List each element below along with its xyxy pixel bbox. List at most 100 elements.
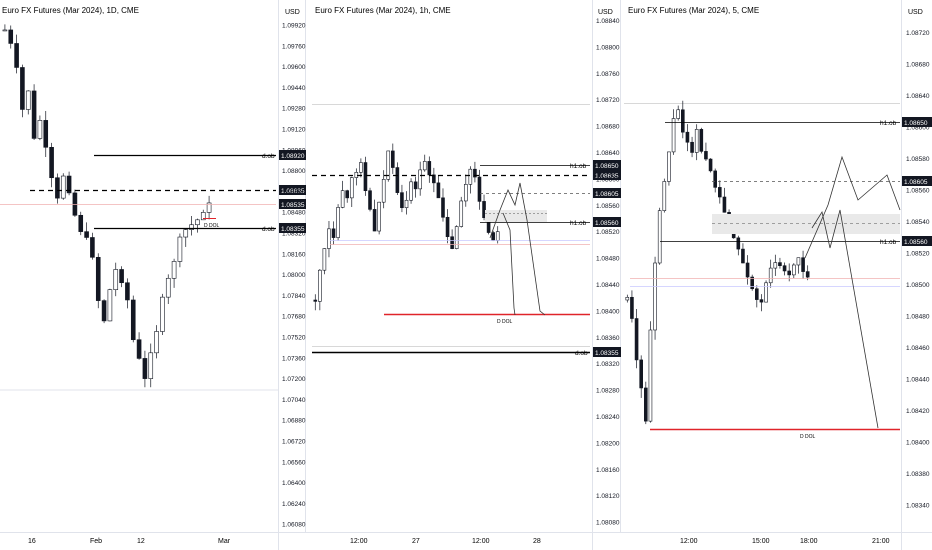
candle-body (441, 197, 445, 218)
candle-body (372, 209, 377, 232)
candle-body (171, 261, 177, 279)
candle-body (177, 236, 183, 262)
price-tick: 1.09120 (282, 127, 306, 134)
candle-body (84, 231, 89, 238)
candle-body (130, 299, 136, 341)
candle-body (473, 168, 477, 178)
price-tick: 1.08480 (282, 210, 306, 217)
candle-body (764, 282, 768, 303)
price-tick: 1.08760 (596, 71, 620, 78)
candle-body (359, 162, 363, 173)
candle-body (395, 167, 400, 193)
price-tick: 1.06080 (282, 522, 306, 529)
price-tick: 1.08440 (596, 282, 620, 289)
candle-body (648, 329, 653, 422)
candle-body (2, 29, 8, 32)
time-label: 12:00 (680, 538, 698, 545)
level-label: d.ob (262, 153, 275, 160)
price-tick: 1.08640 (906, 93, 930, 100)
price-tick: 1.08160 (596, 467, 620, 474)
price-tick: 1.08600 (596, 176, 620, 183)
candle-body (450, 236, 454, 249)
time-label: 15:00 (752, 538, 770, 545)
candle-body (722, 196, 727, 213)
price-tick: 1.08680 (906, 62, 930, 69)
price-scale-five-min[interactable]: USD 1.088401.088001.087601.087201.086801… (596, 9, 620, 527)
price-scale-hourly[interactable]: USD 1.099201.097601.096001.094401.092801… (282, 9, 306, 529)
panel-hourly[interactable]: Euro FX Futures (Mar 2024), 1h, CME D DO… (312, 6, 590, 545)
candles (2, 24, 212, 388)
candle-body (681, 109, 685, 133)
candle-body (391, 150, 395, 168)
price-tick: 1.08080 (596, 520, 620, 527)
candle-body (805, 271, 810, 278)
candle-body (759, 299, 764, 303)
price-tick: 1.09600 (282, 64, 306, 71)
price-tick: 1.08400 (906, 440, 930, 447)
candle-body (657, 210, 662, 264)
candle-body (630, 296, 634, 319)
price-tag (279, 223, 306, 233)
candle-body (708, 158, 713, 172)
price-tick: 1.08640 (282, 189, 306, 196)
candle-body (113, 269, 119, 291)
candle-body (189, 224, 194, 230)
candle-body (60, 175, 66, 199)
candle-body (427, 161, 432, 176)
price-tick: 1.08600 (906, 125, 930, 132)
candle-body (432, 174, 436, 184)
time-label: 12 (137, 538, 145, 545)
price-tick: 1.08280 (596, 388, 620, 395)
candle-body (634, 318, 639, 361)
candle-body (142, 358, 148, 379)
price-tag-text: 1.08355 (595, 350, 619, 357)
price-tick: 1.08400 (596, 308, 620, 315)
price-tick: 1.08680 (596, 124, 620, 131)
candle-body (336, 207, 340, 238)
candle-body (37, 120, 43, 139)
candle-body (801, 257, 805, 272)
candle-body (750, 276, 754, 290)
candle-body (796, 257, 801, 266)
panel-five-min[interactable]: Euro FX Futures (Mar 2024), 5, CME D DOL… (624, 6, 901, 545)
candle-body (778, 262, 782, 266)
candle-body (72, 192, 78, 216)
dol-label: D DOL (204, 223, 220, 229)
price-tick: 1.08200 (596, 440, 620, 447)
price-tick: 1.08560 (906, 188, 930, 195)
candle-body (792, 264, 796, 276)
price-tick: 1.08340 (906, 503, 930, 510)
candle-body (148, 352, 154, 379)
candle-body (404, 199, 409, 209)
price-scale-right[interactable]: USD 1.087201.086801.086401.086001.085801… (902, 9, 932, 510)
price-tick: 1.09440 (282, 85, 306, 92)
price-tick: 1.06880 (282, 418, 306, 425)
candle-body (741, 248, 745, 264)
candle-body (78, 214, 84, 232)
candle-body (25, 90, 31, 110)
level-label: h1.ob (570, 220, 587, 227)
candle-body (639, 359, 643, 389)
price-tick: 1.08320 (596, 361, 620, 368)
dol-label: D DOL (497, 319, 513, 325)
panel-daily[interactable]: Euro FX Futures (Mar 2024), 1D, CME D DO… (0, 6, 278, 545)
price-tick: 1.08800 (596, 44, 620, 51)
time-label: 12:00 (350, 538, 368, 545)
price-tick: 1.09280 (282, 106, 306, 113)
candle-body (200, 212, 206, 221)
candle-body (368, 190, 372, 210)
price-tick: 1.08120 (596, 493, 620, 500)
price-tick: 1.08960 (282, 147, 306, 154)
candle-body (745, 262, 750, 278)
price-tag-text: 1.08535 (281, 202, 305, 209)
candle-body (31, 90, 37, 139)
price-tick: 1.08840 (596, 18, 620, 25)
time-label: 16 (28, 538, 36, 545)
candle-body (667, 151, 671, 182)
panel-title: Euro FX Futures (Mar 2024), 5, CME (628, 6, 759, 15)
price-tick: 1.07360 (282, 355, 306, 362)
price-tick: 1.09760 (282, 43, 306, 50)
candle-body (90, 237, 95, 258)
candle-body (377, 201, 381, 232)
